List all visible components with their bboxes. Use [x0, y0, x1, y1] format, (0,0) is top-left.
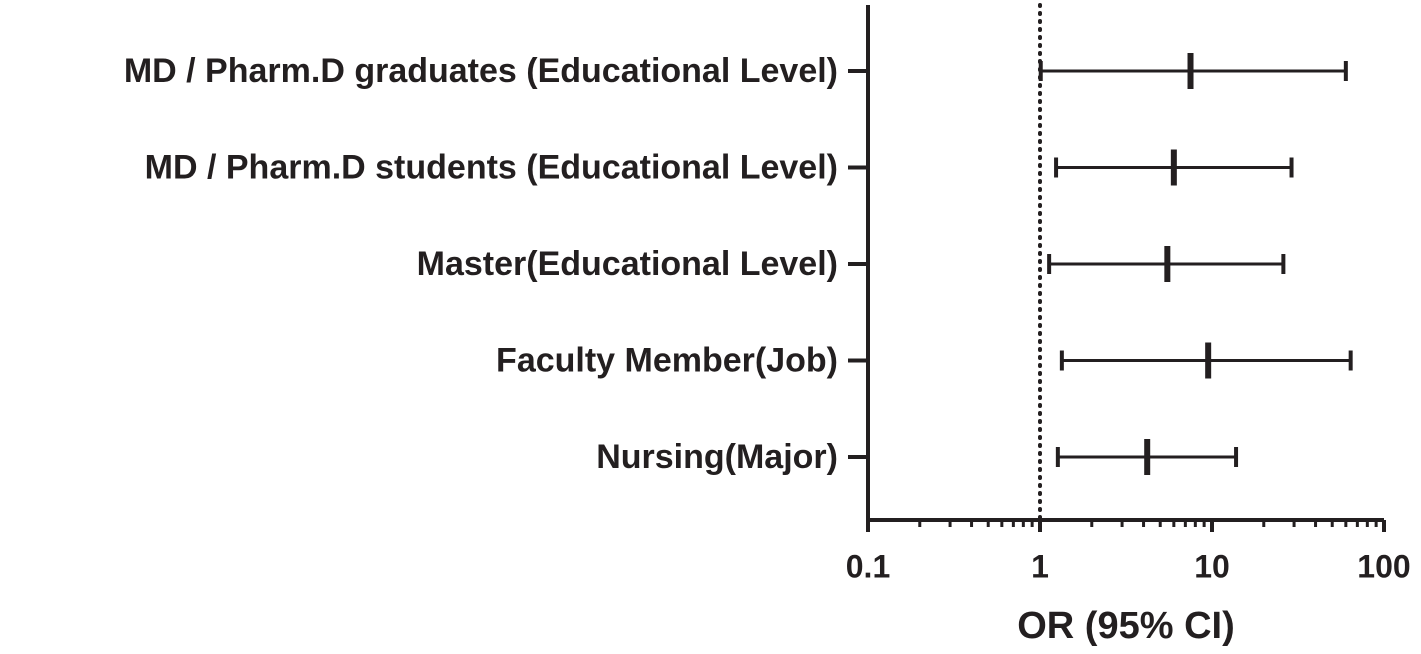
x-tick-label: 1 [1031, 548, 1049, 584]
x-tick-label: 10 [1194, 548, 1230, 584]
y-tick-label: MD / Pharm.D graduates (Educational Leve… [124, 52, 838, 90]
x-tick-label: 0.1 [846, 548, 890, 584]
y-tick-label: Nursing(Major) [596, 438, 838, 476]
y-tick-label: Master(Educational Level) [417, 245, 838, 283]
y-tick-label: Faculty Member(Job) [496, 341, 838, 379]
x-axis-title: OR (95% CI) [1017, 605, 1234, 647]
x-tick-label: 100 [1357, 548, 1410, 584]
y-tick-label: MD / Pharm.D students (Educational Level… [145, 148, 838, 186]
